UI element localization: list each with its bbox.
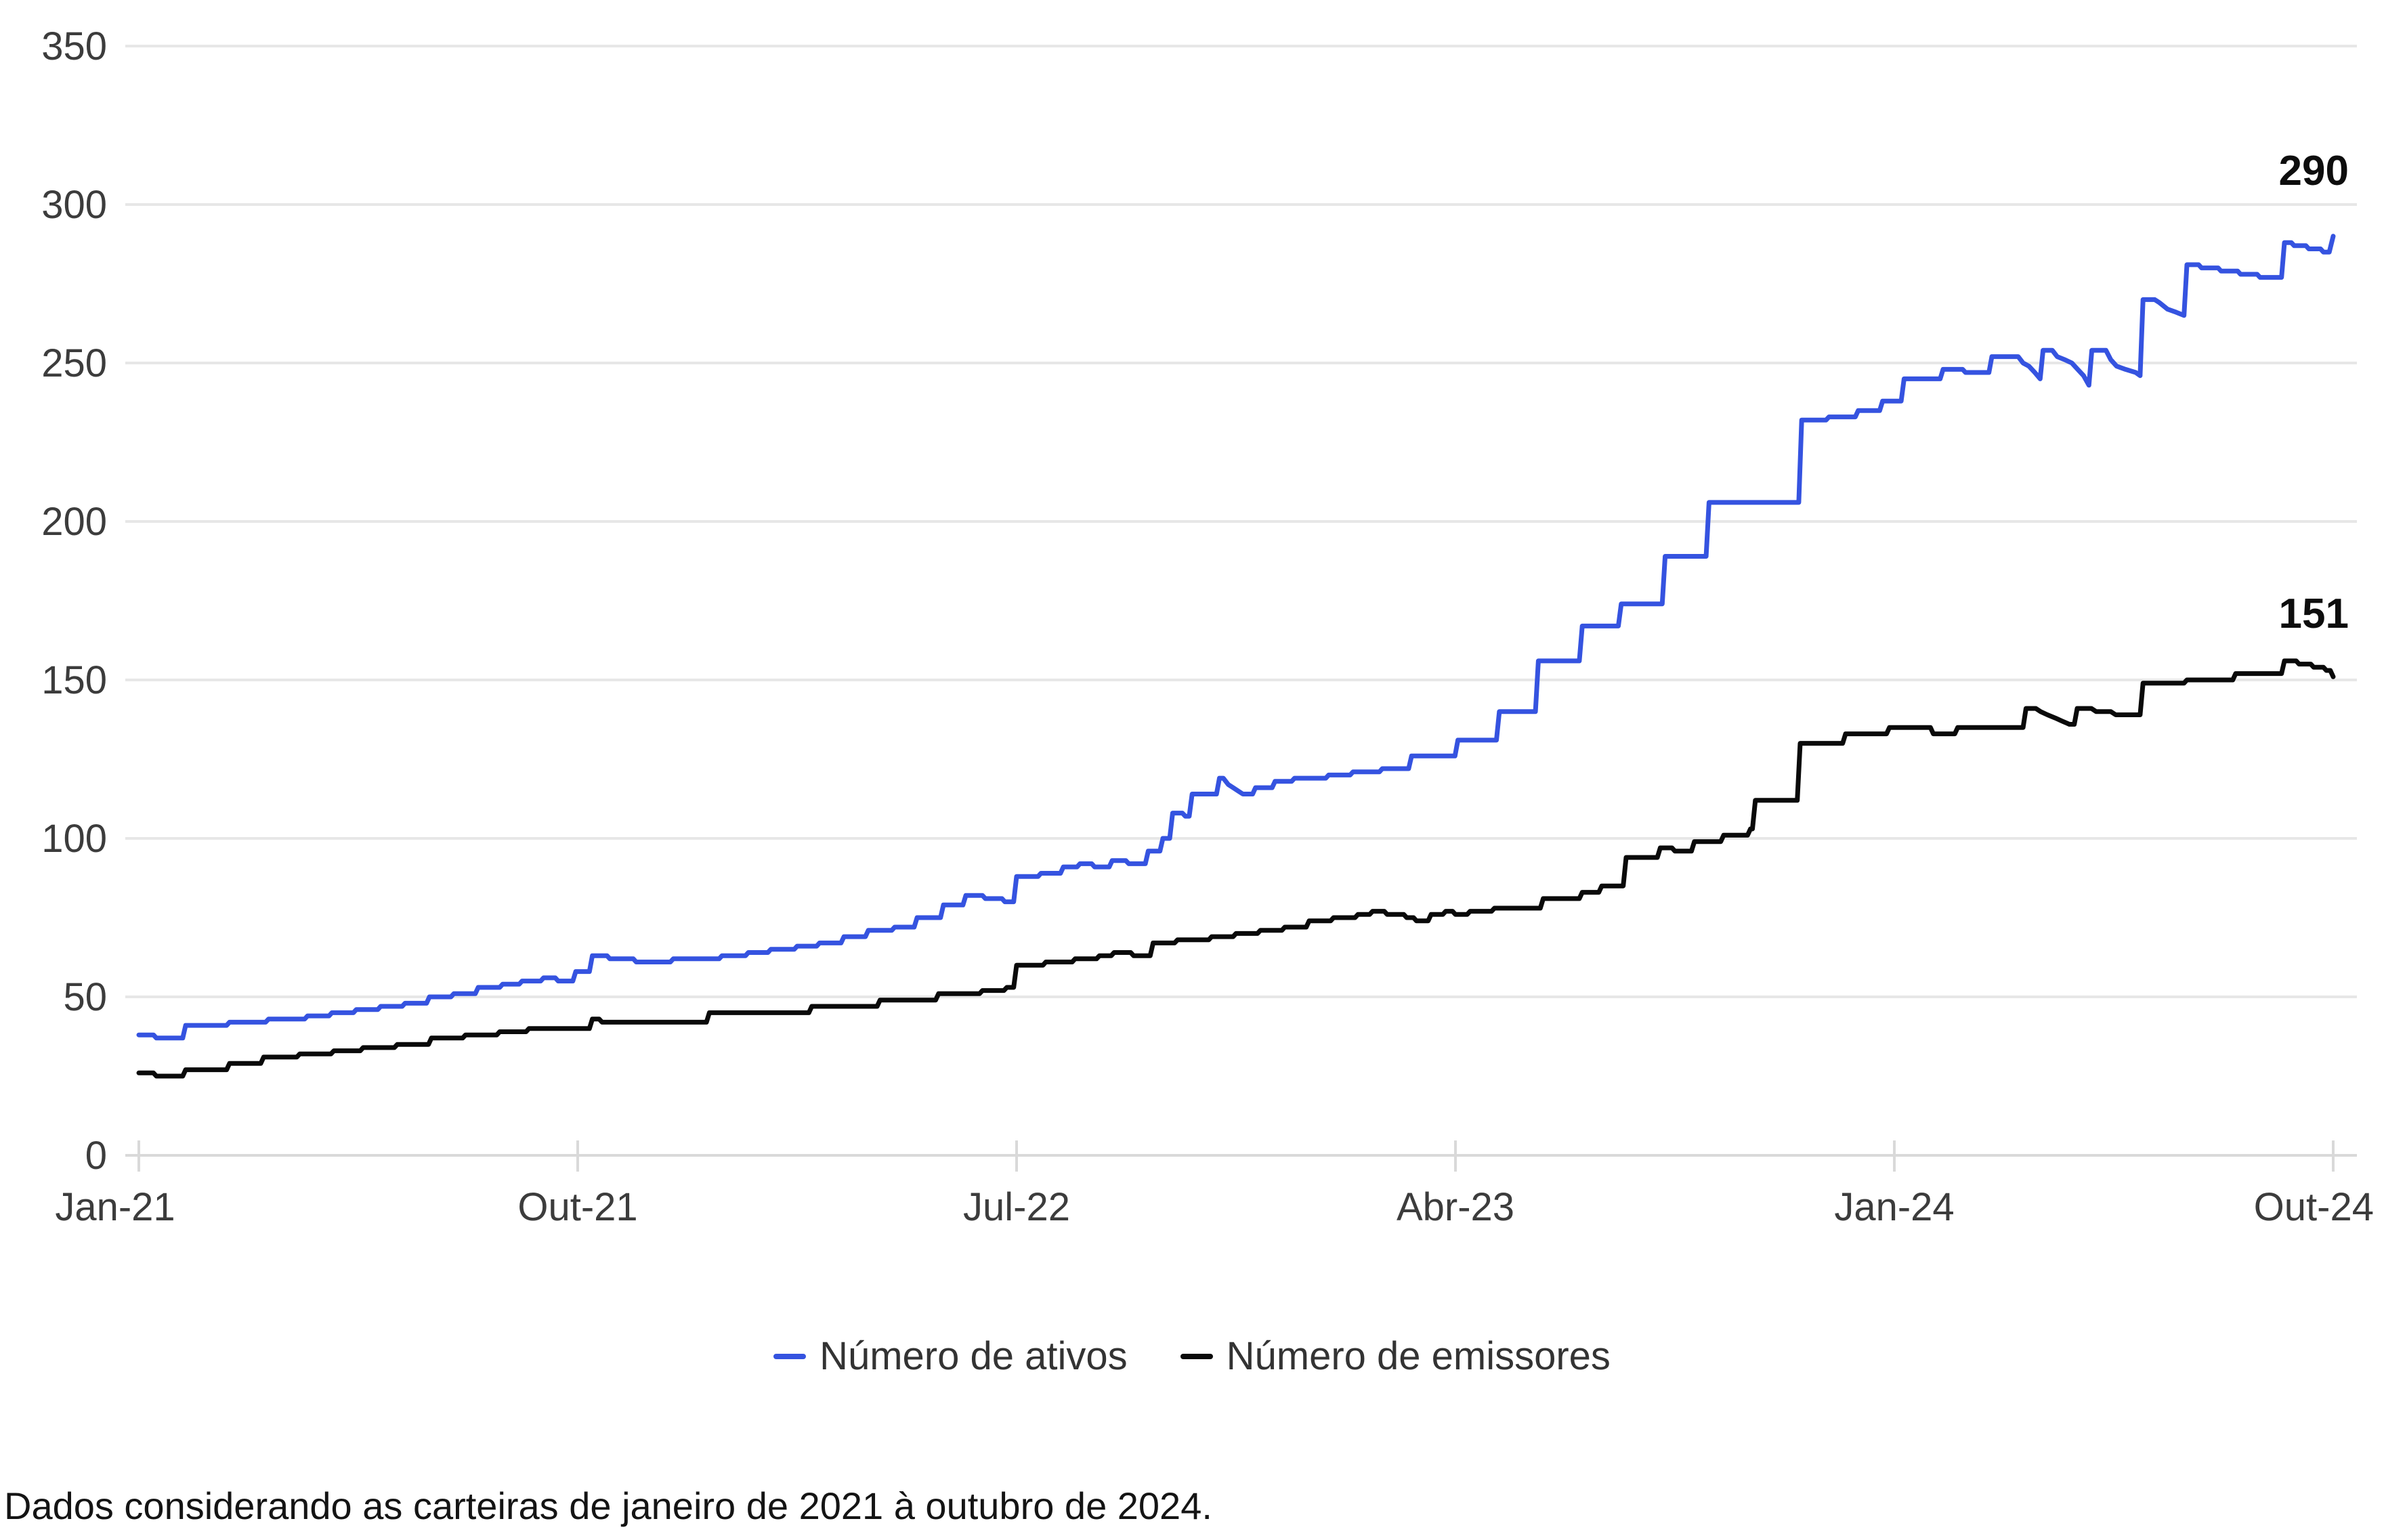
x-tick-labels: Jan-21 Out-21 Jul-22 Abr-23 Jan-24 Out-24: [55, 1185, 2374, 1229]
x-ticks: [137, 1140, 2335, 1172]
y-tick-label: 150: [41, 658, 107, 702]
x-tick-label: Jul-22: [963, 1185, 1070, 1229]
y-tick-label: 0: [85, 1134, 107, 1178]
legend-label-ativos: Número de ativos: [820, 1334, 1128, 1378]
legend-swatch-ativos-icon: [773, 1353, 807, 1359]
legend-item-ativos[interactable]: Número de ativos: [773, 1333, 1128, 1380]
x-tick-label: Out-21: [517, 1185, 637, 1229]
y-tick-label: 50: [63, 975, 107, 1019]
legend-swatch-emissores-icon: [1180, 1353, 1213, 1359]
x-tick-label: Abr-23: [1397, 1185, 1514, 1229]
x-tick-label: Jan-24: [1834, 1185, 1954, 1229]
y-tick-label: 250: [41, 341, 107, 385]
legend-label-emissores: Número de emissores: [1226, 1334, 1611, 1378]
y-gridlines: [125, 45, 2357, 1157]
y-tick-label: 300: [41, 183, 107, 227]
y-tick-label: 200: [41, 500, 107, 544]
y-tick-label: 100: [41, 817, 107, 861]
line-chart: 0 50 100 150 200 250 300 350 Jan-21 Out-21 Jul-22 A…: [41, 24, 2374, 1229]
series-end-value-emissores: 151: [2278, 591, 2349, 637]
series-line-ativos: [136, 234, 2336, 1041]
legend: Número de ativos Número de emissores: [0, 1333, 2384, 1380]
y-tick-labels: 0 50 100 150 200 250 300 350: [41, 24, 107, 1178]
series-line-emissores: [136, 658, 2336, 1079]
x-tick-label: Jan-21: [55, 1185, 175, 1229]
footnote: Dados considerando as carteiras de janei…: [4, 1484, 1212, 1527]
series-end-value-ativos: 290: [2278, 148, 2349, 194]
x-tick-label: Out-24: [2254, 1185, 2374, 1229]
y-tick-label: 350: [41, 24, 107, 68]
legend-item-emissores[interactable]: Número de emissores: [1180, 1333, 1611, 1380]
